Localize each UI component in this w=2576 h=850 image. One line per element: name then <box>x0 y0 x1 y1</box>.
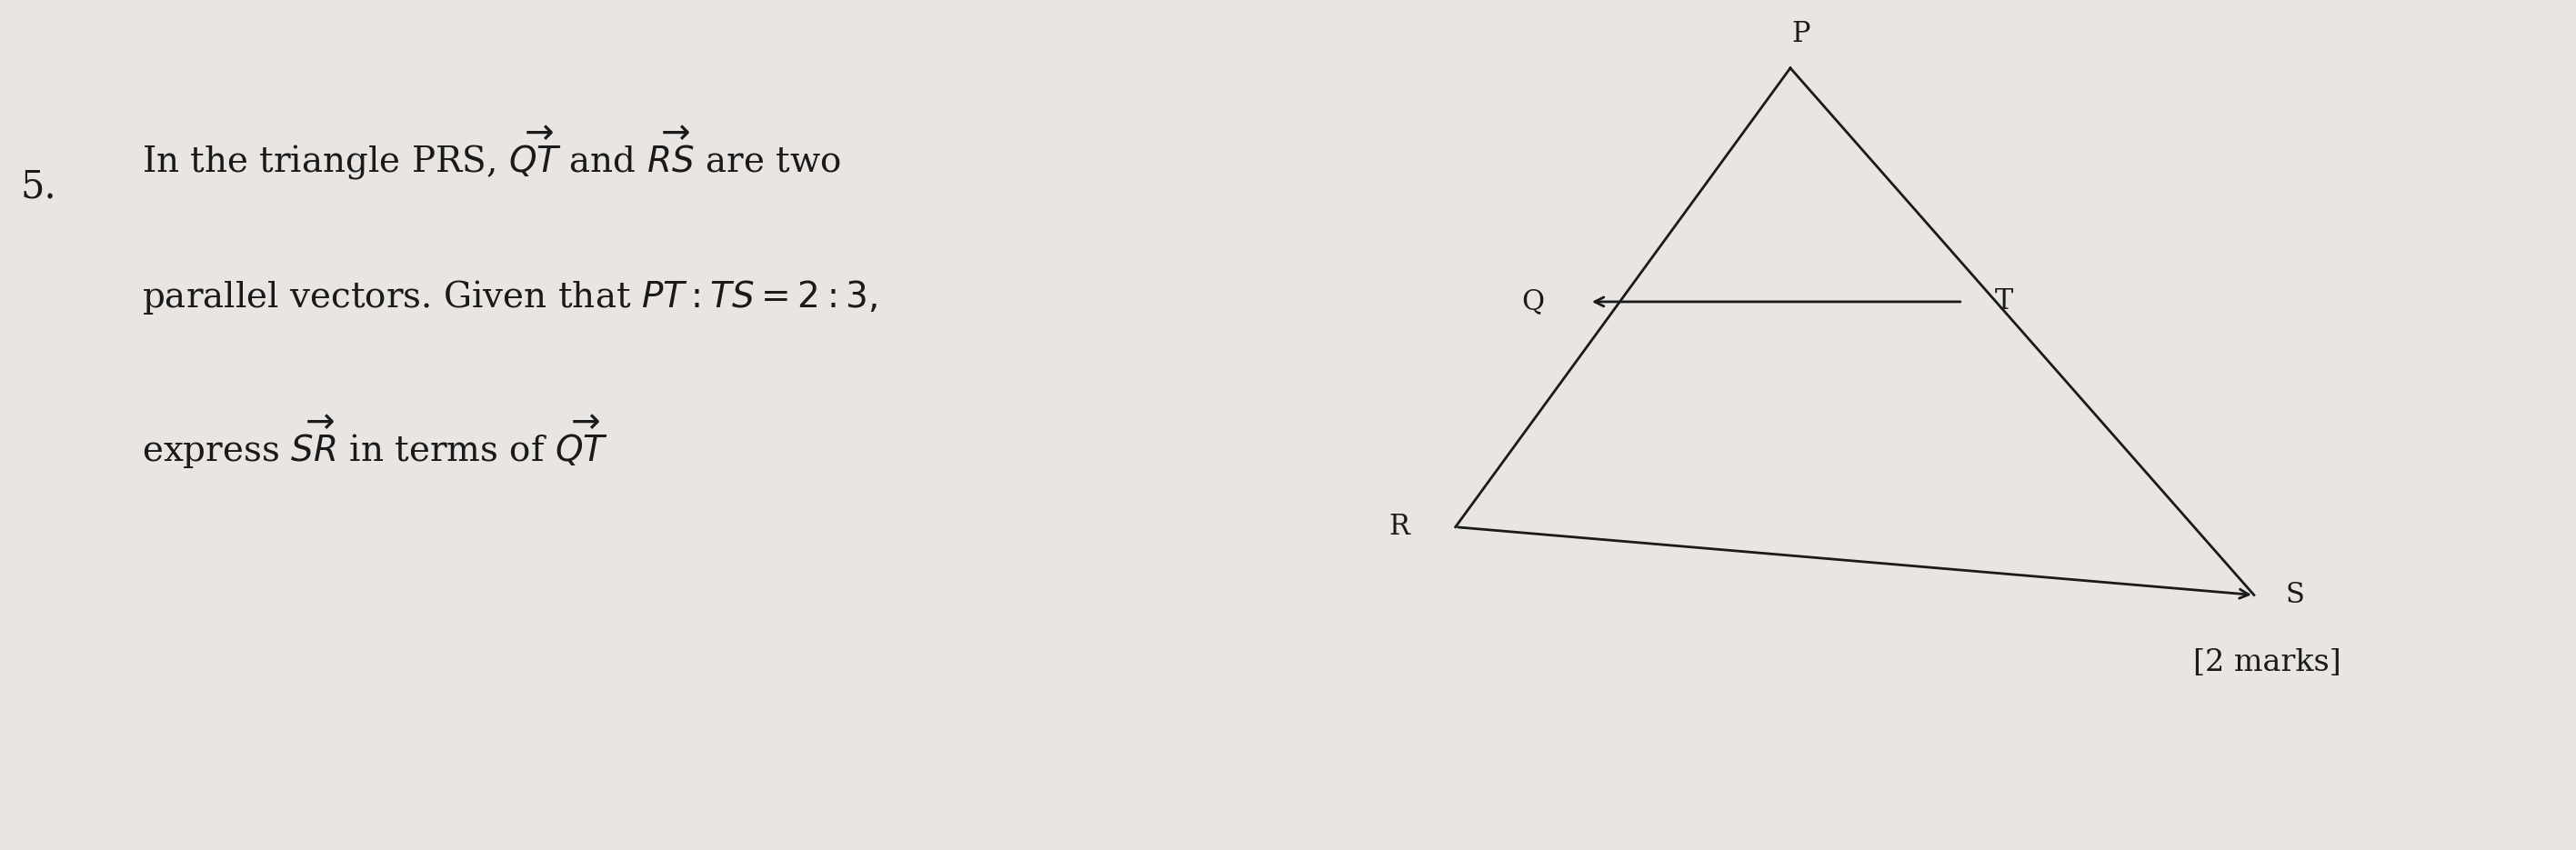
Text: 5.: 5. <box>21 168 57 206</box>
Text: [2 marks]: [2 marks] <box>2192 649 2342 677</box>
Text: R: R <box>1388 513 1409 541</box>
Text: In the triangle PRS, $\overrightarrow{QT}$ and $\overrightarrow{RS}$ are two: In the triangle PRS, $\overrightarrow{QT… <box>142 124 840 182</box>
Text: S: S <box>2285 581 2306 609</box>
Text: express $\overrightarrow{SR}$ in terms of $\overrightarrow{QT}$: express $\overrightarrow{SR}$ in terms o… <box>142 413 608 471</box>
Text: Q: Q <box>1522 287 1543 316</box>
Text: P: P <box>1790 20 1811 48</box>
Text: T: T <box>1994 287 2014 316</box>
Text: parallel vectors. Given that $PT : TS = 2 : 3,$: parallel vectors. Given that $PT : TS = … <box>142 279 878 316</box>
